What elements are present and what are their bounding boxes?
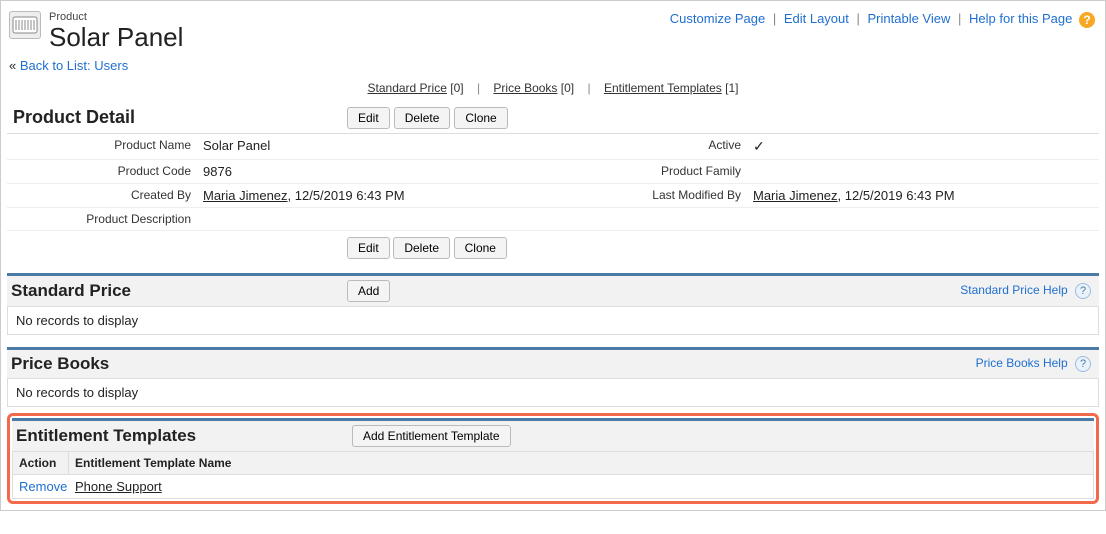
et-header-action: Action [13,452,69,474]
help-page-link[interactable]: Help for this Page [969,11,1072,26]
remove-entitlement-link[interactable]: Remove [19,479,67,494]
label-last-modified-by: Last Modified By [557,183,747,207]
label-active: Active [557,134,747,160]
separator: | [467,81,490,95]
last-modified-by-time: , 12/5/2019 6:43 PM [838,188,955,203]
separator: | [853,11,864,26]
edit-button[interactable]: Edit [347,107,390,129]
help-icon[interactable]: ? [1079,12,1095,28]
back-to-list-link[interactable]: Back to List: Users [20,58,128,73]
tab-price-books-count: [0] [561,81,574,95]
created-by-user-link[interactable]: Maria Jimenez [203,188,288,203]
label-created-by: Created By [7,183,197,207]
customize-page-link[interactable]: Customize Page [670,11,765,26]
add-entitlement-template-button[interactable]: Add Entitlement Template [352,425,511,447]
et-header-name: Entitlement Template Name [69,452,1093,474]
tab-entitlement-templates-count: [1] [725,81,738,95]
entitlement-templates-highlight: Entitlement Templates Add Entitlement Te… [7,413,1099,504]
value-product-family [747,159,1099,183]
delete-button[interactable]: Delete [394,107,451,129]
standard-price-empty: No records to display [7,307,1099,335]
price-books-title: Price Books [7,354,347,374]
entitlement-template-row: Remove Phone Support [12,475,1094,499]
label-product-description: Product Description [7,207,197,230]
standard-price-help-link[interactable]: Standard Price Help [960,283,1067,297]
separator: | [769,11,780,26]
separator: | [954,11,965,26]
price-books-help-link[interactable]: Price Books Help [976,356,1068,370]
entitlement-template-name-link[interactable]: Phone Support [75,479,162,494]
delete-button-bottom[interactable]: Delete [393,237,450,259]
separator: | [577,81,600,95]
created-by-time: , 12/5/2019 6:43 PM [288,188,405,203]
edit-layout-link[interactable]: Edit Layout [784,11,849,26]
clone-button-bottom[interactable]: Clone [454,237,507,259]
add-standard-price-button[interactable]: Add [347,280,390,302]
page-title: Solar Panel [49,23,183,52]
last-modified-by-user-link[interactable]: Maria Jimenez [753,188,838,203]
tab-price-books[interactable]: Price Books [493,81,557,95]
price-books-empty: No records to display [7,379,1099,407]
edit-button-bottom[interactable]: Edit [347,237,390,259]
help-circle-icon[interactable]: ? [1075,283,1091,299]
tab-entitlement-templates[interactable]: Entitlement Templates [604,81,722,95]
label-product-name: Product Name [7,134,197,160]
active-checkmark-icon: ✓ [753,138,765,154]
label-product-code: Product Code [7,159,197,183]
entitlement-templates-title: Entitlement Templates [12,426,352,446]
value-product-name: Solar Panel [197,134,557,160]
help-circle-icon[interactable]: ? [1075,356,1091,372]
product-detail-title: Product Detail [7,107,347,128]
printable-view-link[interactable]: Printable View [868,11,951,26]
back-chevron: « [9,58,20,73]
clone-button[interactable]: Clone [454,107,507,129]
product-icon [9,11,41,39]
value-product-code: 9876 [197,159,557,183]
tab-standard-price-count: [0] [450,81,463,95]
tab-standard-price[interactable]: Standard Price [368,81,447,95]
standard-price-title: Standard Price [7,281,347,301]
label-product-family: Product Family [557,159,747,183]
value-product-description [197,207,1099,230]
